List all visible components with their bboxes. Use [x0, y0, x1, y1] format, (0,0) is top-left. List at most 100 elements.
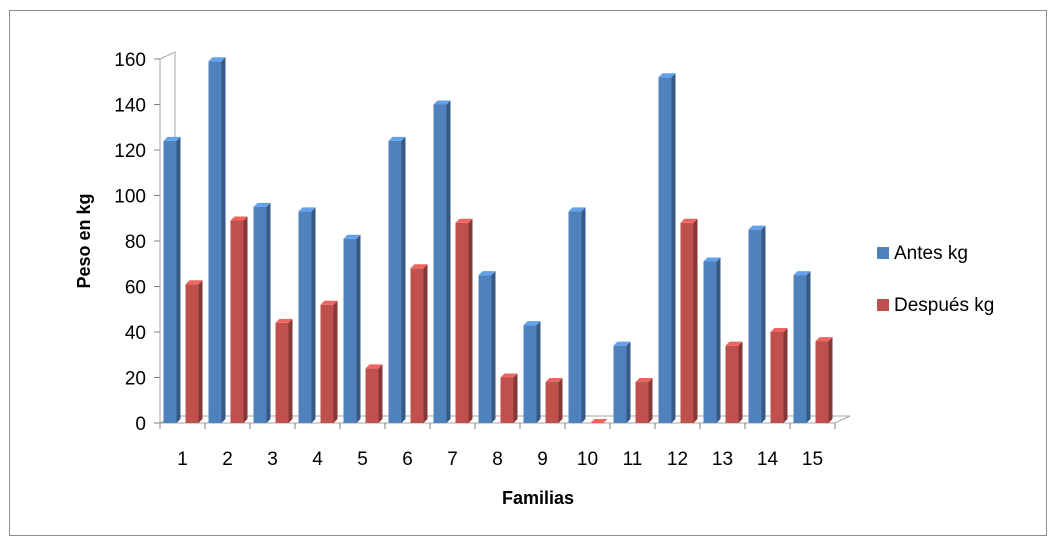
bar-front: [635, 382, 649, 423]
y-tick-label: 160: [114, 50, 146, 71]
bar-front: [433, 104, 447, 423]
bar-side: [356, 234, 361, 423]
bar-antes: [298, 207, 316, 423]
bar-side: [423, 264, 428, 423]
bar-despues: [185, 280, 203, 423]
bar-front: [185, 284, 199, 423]
bar-top: [208, 57, 226, 62]
bar-antes: [163, 136, 181, 423]
bar-front: [365, 368, 379, 423]
bar-side: [333, 300, 338, 423]
bar-top: [185, 280, 203, 285]
bar-top: [793, 271, 811, 276]
bar-top: [725, 341, 743, 346]
bar-despues: [500, 373, 518, 423]
bar-side: [581, 207, 586, 423]
bar-top: [365, 364, 383, 369]
bar-front: [793, 275, 807, 423]
x-tick-label: 4: [312, 449, 323, 470]
legend-label: Antes kg: [894, 243, 968, 264]
bar-front: [343, 238, 357, 423]
bar-side: [288, 318, 293, 423]
x-tick-label: 3: [267, 449, 278, 470]
y-tick-label: 20: [125, 369, 146, 390]
bar-top: [163, 136, 181, 141]
bar-top: [545, 378, 563, 383]
x-tick-label: 12: [667, 449, 688, 470]
bar-front: [230, 220, 244, 423]
x-tick-label: 14: [757, 449, 779, 470]
legend-label: Después kg: [894, 295, 994, 316]
bar-front: [275, 322, 289, 423]
bar-side: [468, 218, 473, 423]
x-tick-label: 8: [492, 449, 503, 470]
bar-front: [770, 332, 784, 423]
bar-side: [828, 337, 833, 423]
x-tick-labels: 1 2 3 4 5 6 7 8 9 10 11 12 13 14 15: [177, 449, 823, 470]
bar-top: [635, 378, 653, 383]
bar-antes: [208, 57, 226, 424]
bar-top: [703, 257, 721, 262]
bar-antes: [478, 271, 496, 423]
x-axis-title: Familias: [502, 488, 574, 508]
bar-antes: [433, 100, 451, 423]
bar-top: [568, 207, 586, 212]
bar-front: [478, 275, 492, 423]
bar-front: [163, 140, 177, 423]
bar-front: [320, 304, 334, 423]
bar-front: [208, 61, 222, 424]
bar-despues: [275, 318, 293, 423]
bar-top: [433, 100, 451, 105]
bar-despues: [455, 218, 473, 423]
bar-top: [298, 207, 316, 212]
bar-top: [388, 136, 406, 141]
bar-front: [680, 222, 694, 423]
bar-top: [343, 234, 361, 239]
legend-swatch: [877, 247, 889, 259]
bar-antes: [388, 136, 406, 423]
bar-antes: [748, 225, 766, 423]
bar-top: [478, 271, 496, 276]
legend-swatch: [877, 299, 889, 311]
chart-area: 1 2 3 4 5 6 7 8 9 10 11 12 13 14 15 0 20 40 60 80 100 120 140…: [9, 10, 1047, 536]
bar-side: [716, 257, 721, 423]
bar-side: [783, 328, 788, 423]
bar-antes: [253, 202, 271, 423]
y-tick-labels: 0 20 40 60 80 100 120 140 160: [114, 50, 146, 435]
x-tick-label: 9: [537, 449, 548, 470]
bar-chart: 1 2 3 4 5 6 7 8 9 10 11 12 13 14 15 020406080100120140…: [74, 50, 994, 508]
bar-front: [388, 140, 402, 423]
bar-despues: [590, 419, 608, 423]
bar-side: [738, 341, 743, 423]
y-tick-label: 120: [114, 141, 146, 162]
bar-side: [176, 136, 181, 423]
bar-top: [748, 225, 766, 230]
bar-top: [320, 300, 338, 305]
x-tick-label: 1: [177, 449, 188, 470]
y-tick-label: 100: [114, 187, 146, 208]
bar-top: [275, 318, 293, 323]
bar-despues: [365, 364, 383, 423]
bars: [163, 57, 833, 424]
bar-side: [761, 225, 766, 423]
bar-despues: [545, 378, 563, 423]
x-tick-label: 5: [357, 449, 368, 470]
bar-top: [770, 328, 788, 332]
bar-despues: [815, 337, 833, 423]
bar-front: [500, 377, 514, 423]
y-tick-label: 140: [114, 96, 146, 117]
x-tick-label: 10: [577, 449, 598, 470]
bar-front: [523, 325, 537, 423]
bar-side: [626, 341, 631, 423]
bar-top: [230, 216, 248, 221]
bar-side: [558, 378, 563, 423]
bar-despues: [635, 378, 653, 423]
bar-top: [590, 419, 608, 423]
bar-antes: [703, 257, 721, 423]
bar-antes: [568, 207, 586, 423]
bar-front: [725, 345, 739, 423]
y-axis-title: Peso en kg: [74, 193, 94, 288]
y-tick-label: 0: [135, 414, 146, 435]
x-tick-label: 6: [402, 449, 413, 470]
bar-despues: [725, 341, 743, 423]
